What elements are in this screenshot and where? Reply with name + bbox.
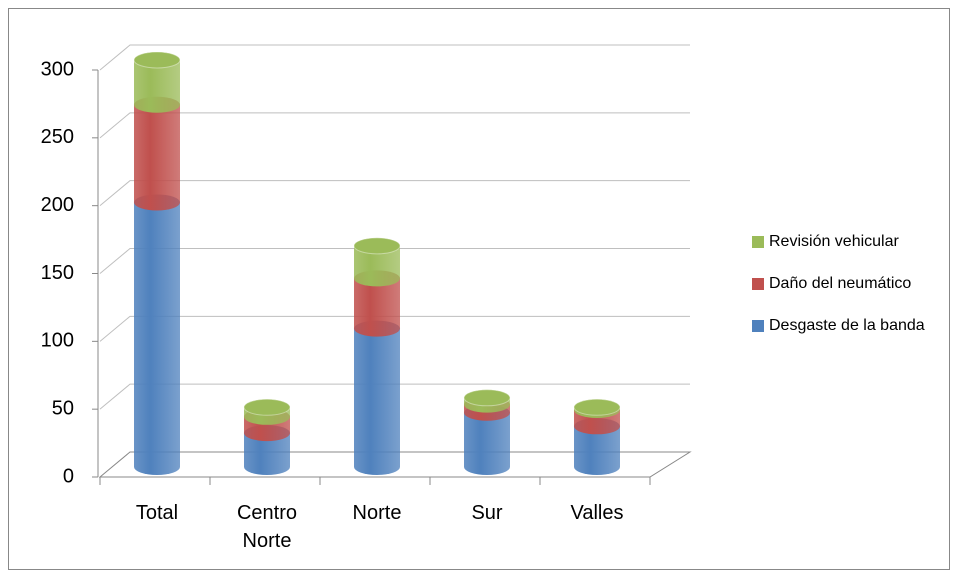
legend-swatch: [752, 278, 764, 290]
cylinder-cap: [353, 237, 401, 255]
grid-line: [99, 248, 690, 274]
x-tick-label: Sur: [471, 502, 503, 524]
cylinder-segment: [134, 96, 180, 211]
legend-swatch: [752, 320, 764, 332]
cylinder-cap: [463, 389, 511, 407]
cylinder-segment: [464, 404, 510, 475]
y-tick-label: 100: [41, 330, 74, 352]
y-tick-label: 150: [41, 262, 74, 284]
grid-line: [99, 180, 690, 207]
x-tick-label: Centro Norte: [236, 502, 298, 552]
cylinder-cap: [133, 51, 181, 69]
x-tick-label: Valles: [570, 502, 624, 524]
legend-label: Desgaste de la banda: [769, 317, 925, 334]
y-tick-label: 0: [63, 465, 74, 487]
cylinder-cap: [243, 398, 291, 416]
grid-line: [99, 383, 690, 410]
x-tick-label: Norte: [352, 502, 402, 524]
grid-line: [99, 112, 690, 139]
grid-line: [99, 44, 690, 71]
x-tick-label: Total: [135, 502, 179, 524]
cylinder-cap: [573, 398, 621, 416]
y-tick-label: 200: [41, 194, 74, 216]
legend-label: Daño del neumático: [769, 275, 911, 292]
grid-line: [99, 315, 690, 342]
cylinder-segment: [134, 194, 180, 475]
cylinder-segment: [134, 52, 180, 113]
cylinder-segment: [354, 270, 400, 337]
y-tick-label: 300: [41, 58, 74, 80]
y-tick-label: 250: [41, 126, 74, 148]
floor: [98, 451, 692, 478]
legend-swatch: [752, 236, 764, 248]
legend-label: Revisión vehicular: [769, 233, 900, 250]
y-tick-label: 50: [52, 397, 74, 419]
chart-border: [8, 8, 950, 570]
cylinder-segment: [354, 320, 400, 475]
